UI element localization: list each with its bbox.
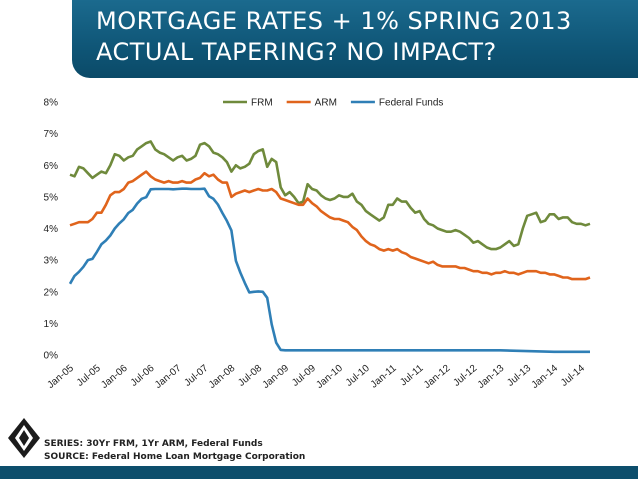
x-tick-label: Jul-08 — [236, 363, 264, 389]
y-tick-label: 4% — [44, 224, 59, 235]
y-tick-label: 7% — [44, 129, 59, 140]
legend-label: ARM — [315, 98, 337, 109]
x-tick-label: Jan-11 — [369, 363, 399, 391]
x-tick-label: Jan-13 — [476, 363, 507, 391]
x-tick-label: Jul-05 — [75, 363, 103, 389]
mortgage-rates-chart: 0%1%2%3%4%5%6%7%8% Jan-05Jul-05Jan-06Jul… — [44, 98, 591, 391]
legend-label: FRM — [251, 98, 273, 109]
series-line-federal-funds — [68, 187, 590, 354]
x-tick-label: Jul-14 — [559, 363, 587, 389]
title-banner — [72, 0, 638, 78]
slide-title-line-1: MORTGAGE RATES + 1% SPRING 2013 — [96, 7, 572, 35]
x-tick-label: Jul-13 — [505, 363, 533, 389]
x-tick-label: Jul-10 — [344, 363, 372, 389]
legend-label: Federal Funds — [379, 98, 443, 109]
y-tick-label: 0% — [44, 351, 59, 362]
x-tick-label: Jul-06 — [129, 363, 157, 389]
bottom-bar — [0, 466, 638, 479]
y-tick-label: 1% — [44, 319, 59, 330]
series-line-arm — [69, 170, 591, 281]
series-line-frm — [69, 140, 591, 251]
company-logo-icon — [8, 418, 40, 458]
x-tick-label: Jan-07 — [153, 363, 184, 391]
source-footnote: SOURCE: Federal Home Loan Mortgage Corpo… — [44, 452, 306, 462]
x-tick-label: Jul-07 — [182, 363, 210, 389]
y-tick-label: 5% — [44, 192, 59, 203]
x-tick-label: Jan-14 — [530, 363, 561, 391]
y-tick-label: 6% — [44, 161, 59, 172]
y-tick-label: 3% — [44, 256, 59, 267]
x-tick-label: Jan-10 — [314, 363, 345, 391]
x-tick-label: Jul-11 — [398, 363, 426, 389]
x-tick-label: Jan-06 — [99, 363, 130, 391]
chart-legend: FRM ARM Federal Funds — [223, 98, 443, 109]
series-footnote: SERIES: 30Yr FRM, 1Yr ARM, Federal Funds — [44, 439, 263, 449]
y-tick-label: 2% — [44, 287, 59, 298]
series-layer — [68, 140, 591, 354]
x-tick-label: Jul-12 — [451, 363, 479, 389]
x-tick-label: Jan-09 — [261, 363, 292, 391]
x-tick-label: Jan-05 — [45, 363, 76, 391]
y-tick-label: 8% — [44, 98, 59, 109]
y-axis: 0% 1% 2% 3% 4% 5% 6% 7% 8% — [44, 98, 59, 362]
slide-title-line-2: ACTUAL TAPERING? NO IMPACT? — [96, 38, 497, 66]
x-tick-label: Jan-08 — [207, 363, 238, 391]
x-tick-label: Jan-12 — [422, 363, 453, 391]
x-tick-label: Jul-09 — [290, 363, 318, 389]
x-axis: Jan-05Jul-05Jan-06Jul-06Jan-07Jul-07Jan-… — [45, 363, 587, 391]
